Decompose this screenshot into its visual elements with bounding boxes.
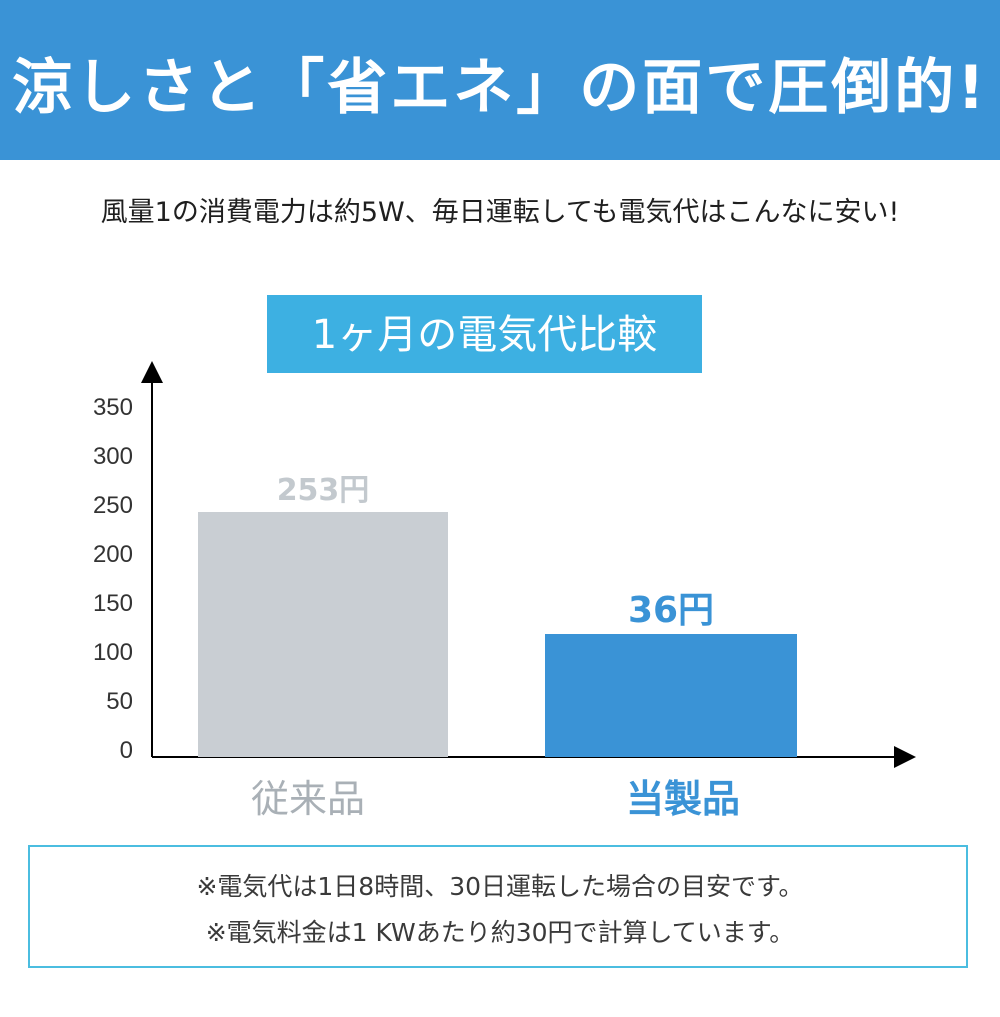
chart-title: 1ヶ月の電気代比較	[311, 312, 658, 358]
note-line-1: ※電気代は1日8時間、30日運転した場合の目安です。	[196, 872, 804, 901]
y-tick-label: 0	[120, 737, 133, 764]
y-tick-label: 150	[93, 590, 133, 617]
bar-conventional	[198, 512, 448, 757]
page-subtitle: 風量1の消費電力は約5W、毎日運転しても電気代はこんなに安い!	[100, 197, 900, 228]
header-banner: 涼しさと「省エネ」の面で圧倒的!	[0, 0, 1000, 160]
y-tick-label: 350	[93, 394, 133, 421]
bar-value-label: 36円	[628, 590, 714, 631]
bar-product	[545, 634, 797, 757]
y-tick-label: 50	[106, 688, 133, 715]
category-label: 従来品	[251, 777, 365, 821]
category-label: 当製品	[626, 777, 740, 821]
y-tick-label: 250	[93, 492, 133, 519]
note-line-2: ※電気料金は1 KWあたり約30円で計算しています。	[205, 918, 795, 947]
y-tick-label: 200	[93, 541, 133, 568]
y-axis-arrow	[141, 361, 163, 383]
bar-value-label: 253円	[277, 473, 370, 508]
y-tick-label: 100	[93, 639, 133, 666]
y-tick-label: 300	[93, 443, 133, 470]
page-title: 涼しさと「省エネ」の面で圧倒的!	[12, 53, 988, 123]
chart-title-box: 1ヶ月の電気代比較	[267, 295, 702, 373]
notes-box: ※電気代は1日8時間、30日運転した場合の目安です。 ※電気料金は1 KWあたり…	[28, 845, 968, 968]
x-axis-arrow	[894, 746, 916, 768]
